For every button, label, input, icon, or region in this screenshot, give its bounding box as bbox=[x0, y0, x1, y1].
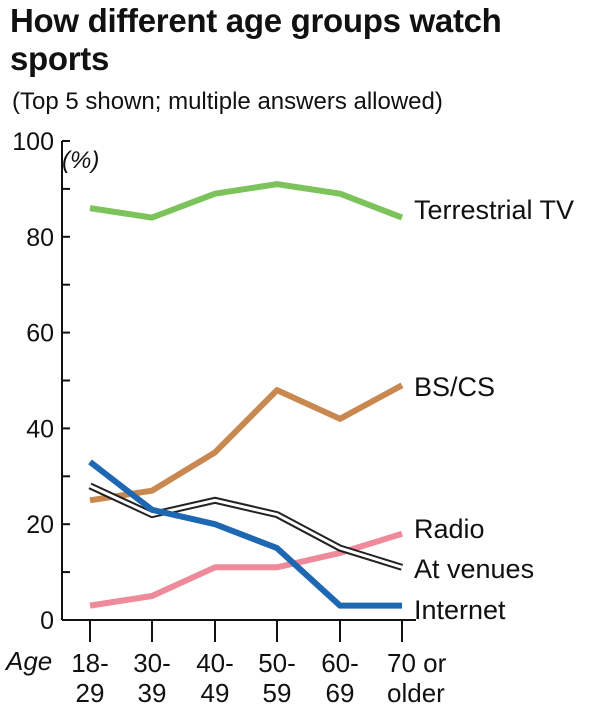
x-tick-label: older bbox=[387, 678, 445, 708]
y-tick-label: 60 bbox=[26, 320, 54, 348]
x-tick-label: 40- bbox=[196, 648, 234, 678]
y-tick-label: 20 bbox=[26, 511, 54, 539]
chart-title: How different age groups watch sports bbox=[10, 2, 502, 77]
x-tick-label: 59 bbox=[263, 678, 292, 708]
series-label-at-venues: At venues bbox=[414, 554, 534, 584]
x-tick-label: 70 or bbox=[387, 648, 447, 678]
chart-axes bbox=[61, 140, 416, 642]
y-tick-label: 0 bbox=[40, 607, 54, 635]
series-line-at-venues bbox=[89, 484, 403, 569]
x-tick-label: 50- bbox=[258, 648, 296, 678]
series-line-radio bbox=[89, 530, 403, 609]
series-line-bs-cs bbox=[89, 382, 404, 504]
series-label-radio: Radio bbox=[414, 514, 485, 544]
y-tick-label: 80 bbox=[26, 224, 54, 252]
series-label-terrestrial-tv: Terrestrial TV bbox=[414, 195, 574, 225]
x-axis-label: Age bbox=[4, 646, 52, 676]
x-tick-label: 69 bbox=[326, 678, 355, 708]
x-tick-label: 18- bbox=[71, 648, 109, 678]
chart-subtitle: (Top 5 shown; multiple answers allowed) bbox=[12, 88, 443, 115]
x-tick-label: 60- bbox=[321, 648, 359, 678]
x-tick-label: 29 bbox=[76, 678, 105, 708]
y-axis-label: (%) bbox=[62, 147, 99, 174]
series-line-terrestrial-tv bbox=[89, 181, 404, 221]
y-tick-labels: 0 20 40 60 80 100 bbox=[12, 128, 54, 635]
series-line-internet bbox=[88, 459, 402, 609]
series-labels: Terrestrial TV BS/CS Radio At venues Interne… bbox=[414, 195, 574, 625]
series-label-bs-cs: BS/CS bbox=[414, 372, 495, 402]
x-tick-label: 30- bbox=[133, 648, 171, 678]
y-tick-label: 100 bbox=[12, 128, 54, 156]
series-label-internet: Internet bbox=[414, 595, 506, 625]
x-tick-label: 39 bbox=[138, 678, 167, 708]
y-tick-label: 40 bbox=[26, 415, 54, 443]
x-tick-label: 49 bbox=[201, 678, 230, 708]
series-lines bbox=[88, 181, 404, 609]
